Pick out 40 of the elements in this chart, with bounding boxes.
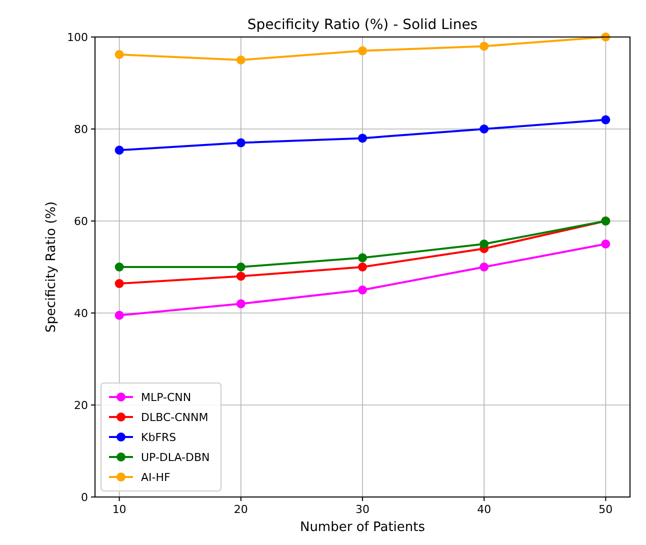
point xyxy=(480,42,489,51)
x-tick-label: 30 xyxy=(356,503,370,516)
point xyxy=(601,240,610,248)
point xyxy=(358,46,367,56)
legend-label: KbFRS xyxy=(141,431,176,444)
x-tick-label: 40 xyxy=(477,503,492,516)
point xyxy=(236,138,246,148)
y-tick-label: 100 xyxy=(67,31,88,44)
chart-title: Specificity Ratio (%) - Solid Lines xyxy=(247,17,478,33)
point xyxy=(480,240,489,248)
point xyxy=(236,299,246,308)
legend-label: MLP-CNN xyxy=(141,391,192,404)
y-axis-title: Specificity Ratio (%) xyxy=(44,201,59,333)
point xyxy=(114,262,124,272)
point xyxy=(480,262,489,272)
point xyxy=(114,50,124,59)
legend-label: AI-HF xyxy=(141,471,170,484)
legend-label: DLBC-CNNM xyxy=(141,411,208,424)
x-tick-label: 10 xyxy=(112,503,126,516)
point xyxy=(236,56,246,64)
y-tick-label: 80 xyxy=(74,123,88,136)
point xyxy=(236,272,246,281)
point xyxy=(601,115,610,124)
y-tick-label: 20 xyxy=(74,399,88,412)
point xyxy=(358,134,367,143)
x-tick-label: 50 xyxy=(598,503,613,516)
point xyxy=(236,262,246,272)
point xyxy=(114,310,124,320)
x-axis-title: Number of Patients xyxy=(300,520,426,535)
y-tick-label: 40 xyxy=(74,307,88,320)
point xyxy=(114,279,124,288)
point xyxy=(114,146,124,155)
point xyxy=(480,124,489,134)
y-tick-label: 0 xyxy=(81,491,88,504)
x-tick-label: 20 xyxy=(234,503,248,516)
point xyxy=(358,286,367,294)
point xyxy=(358,262,367,272)
legend-label: UP-DLA-DBN xyxy=(141,451,210,464)
y-tick-label: 60 xyxy=(74,215,88,228)
point xyxy=(358,253,367,262)
